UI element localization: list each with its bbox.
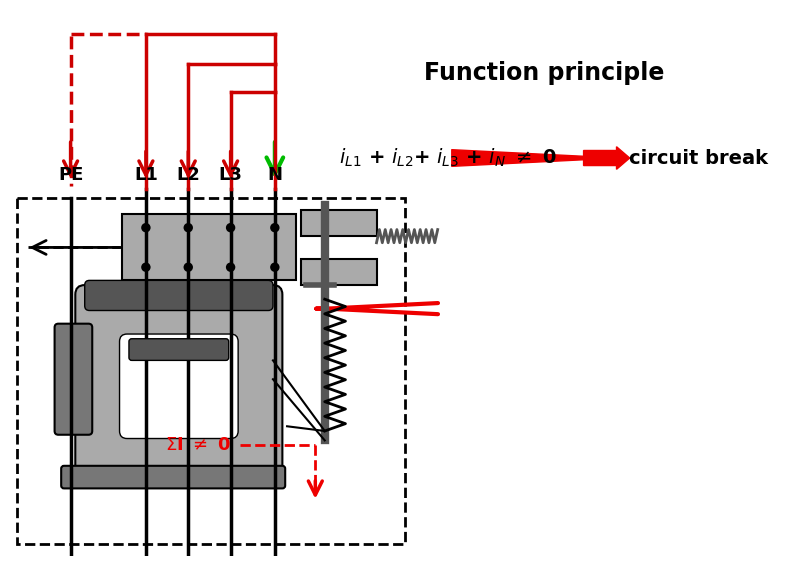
FancyBboxPatch shape bbox=[54, 324, 92, 435]
Text: L3: L3 bbox=[219, 166, 243, 185]
Bar bbox=[301, 259, 376, 285]
FancyArrow shape bbox=[583, 147, 630, 169]
Circle shape bbox=[184, 262, 193, 272]
Bar bbox=[123, 214, 296, 280]
FancyBboxPatch shape bbox=[75, 285, 282, 482]
FancyBboxPatch shape bbox=[119, 334, 238, 438]
Text: $i_{L1}$ + $i_{L2}$+ $i_{L3}$ + $i_N$ $\neq$ 0: $i_{L1}$ + $i_{L2}$+ $i_{L3}$ + $i_N$ $\… bbox=[339, 147, 556, 169]
Text: $\Sigma$I $\neq$ 0: $\Sigma$I $\neq$ 0 bbox=[165, 436, 231, 454]
Text: N: N bbox=[267, 166, 282, 185]
Text: L1: L1 bbox=[134, 166, 158, 185]
Bar bbox=[17, 198, 405, 544]
FancyBboxPatch shape bbox=[85, 280, 273, 311]
Text: L2: L2 bbox=[176, 166, 200, 185]
Circle shape bbox=[226, 262, 235, 272]
Circle shape bbox=[226, 223, 235, 233]
Circle shape bbox=[270, 262, 280, 272]
Text: circuit break: circuit break bbox=[629, 148, 768, 167]
Text: Function principle: Function principle bbox=[424, 61, 664, 85]
Circle shape bbox=[270, 223, 280, 233]
Circle shape bbox=[141, 262, 151, 272]
Text: PE: PE bbox=[58, 166, 83, 185]
FancyBboxPatch shape bbox=[129, 339, 229, 360]
Circle shape bbox=[184, 223, 193, 233]
FancyBboxPatch shape bbox=[61, 466, 285, 488]
Circle shape bbox=[141, 223, 151, 233]
Bar bbox=[301, 210, 376, 236]
